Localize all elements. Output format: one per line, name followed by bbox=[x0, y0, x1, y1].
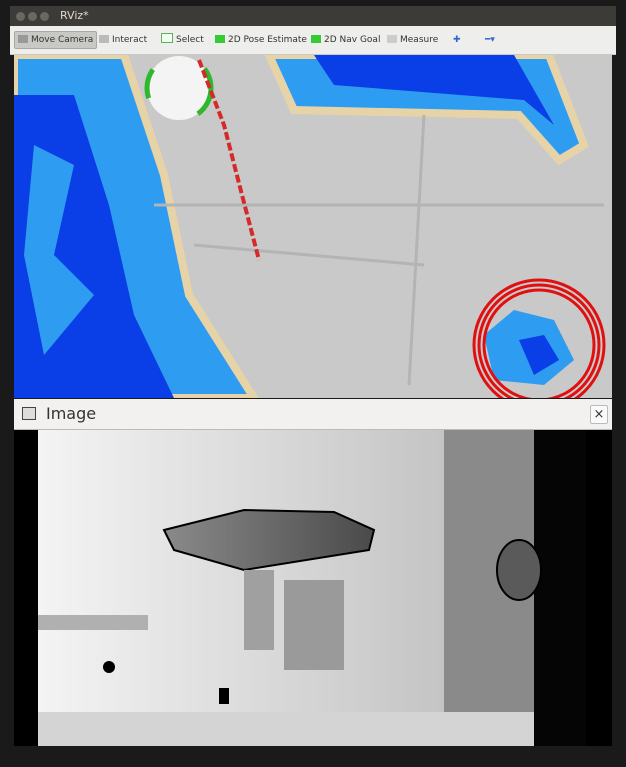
map-view[interactable] bbox=[14, 55, 612, 398]
tool-label: Move Camera bbox=[31, 35, 93, 45]
noise bbox=[219, 688, 229, 704]
tool-label: Select bbox=[176, 35, 204, 45]
floor bbox=[38, 712, 534, 746]
table-leg bbox=[244, 570, 274, 650]
title-bar: RViz* bbox=[10, 6, 616, 26]
toolbar: Move Camera Interact Select 2D Pose Esti… bbox=[10, 26, 616, 55]
object bbox=[497, 540, 541, 600]
tool-label: Interact bbox=[112, 35, 147, 45]
window-controls[interactable] bbox=[16, 11, 52, 24]
rviz-window: RViz* Move Camera Interact Select 2D Pos… bbox=[0, 0, 626, 767]
tool-button[interactable]: Move Camera bbox=[14, 31, 97, 49]
noise bbox=[103, 661, 115, 673]
remove-tool[interactable]: ━▾ bbox=[482, 32, 498, 48]
tool-label: 2D Nav Goal bbox=[324, 35, 380, 45]
panel-title: Image bbox=[46, 404, 96, 423]
tool-label: 2D Pose Estimate bbox=[228, 35, 307, 45]
depth-region bbox=[38, 430, 448, 746]
tool-button[interactable]: 2D Pose Estimate bbox=[212, 32, 310, 48]
tool-button[interactable]: Measure bbox=[384, 32, 441, 48]
depth-image bbox=[14, 430, 612, 746]
panel-icon bbox=[22, 407, 36, 420]
depth-region bbox=[38, 615, 148, 630]
tool-button[interactable]: 2D Nav Goal bbox=[308, 32, 383, 48]
pole bbox=[534, 430, 586, 746]
tool-label: Measure bbox=[400, 35, 438, 45]
chair bbox=[284, 580, 344, 670]
window-title: RViz* bbox=[60, 9, 89, 22]
image-panel-header: Image × bbox=[14, 399, 612, 430]
tool-button[interactable]: Select bbox=[158, 32, 207, 48]
tool-button[interactable]: Interact bbox=[96, 32, 150, 48]
add-tool[interactable]: ✚ bbox=[450, 32, 464, 48]
close-button[interactable]: × bbox=[590, 405, 608, 424]
